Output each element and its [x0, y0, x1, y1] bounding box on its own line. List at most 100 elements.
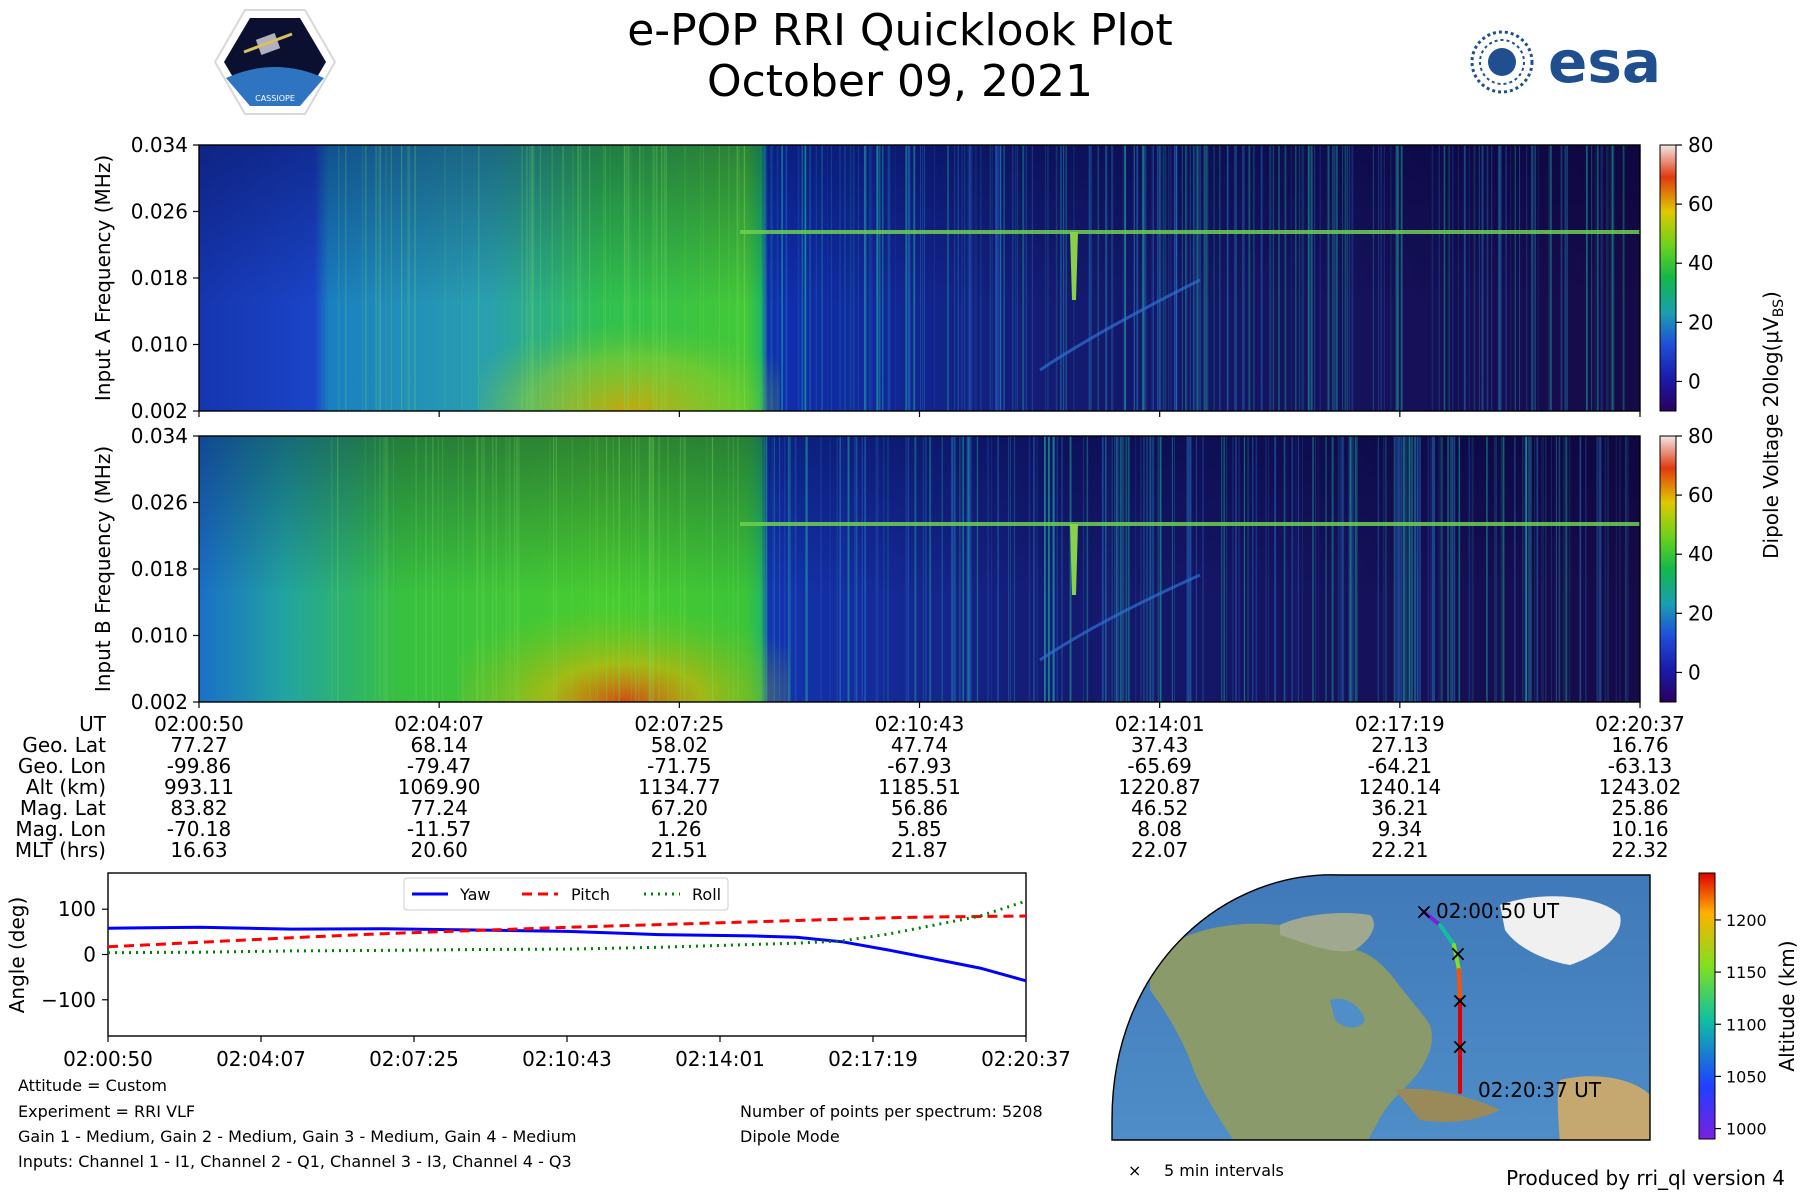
ephemeris-cell: 02:00:50 — [154, 712, 244, 736]
impulse-a — [1070, 232, 1078, 300]
map-hudson-bay — [1330, 998, 1365, 1028]
spectrogram-b-ylabel: Input B Frequency (MHz) — [91, 446, 115, 692]
ephemeris-cell: 77.24 — [411, 796, 468, 820]
colorbar-tick: 80 — [1688, 424, 1713, 448]
ephemeris-cell: 1243.02 — [1599, 775, 1682, 799]
map-africa — [1557, 1076, 1650, 1140]
ephemeris-cell: 22.07 — [1131, 838, 1188, 862]
ephemeris-row-label: Geo. Lon — [18, 754, 106, 778]
attitude-ytick: −100 — [41, 988, 96, 1012]
spectrogram-a-ytick: 0.026 — [131, 200, 188, 224]
colorbar-label: Dipole Voltage 20log(μVBS) — [1759, 291, 1787, 559]
impulse-b — [1070, 524, 1078, 595]
spectrogram-a-ytick: 0.034 — [131, 133, 188, 157]
ephemeris-cell: 1240.14 — [1358, 775, 1441, 799]
logo-text: CASSIOPE — [255, 94, 295, 103]
ephemeris-cell: 67.20 — [651, 796, 708, 820]
ground-track-map: × × × × 02:00:50 UT 02:20:37 UT × 5 min int… — [1111, 872, 1799, 1180]
ephemeris-cell: 37.43 — [1131, 733, 1188, 757]
spectrogram-a-ylabel: Input A Frequency (MHz) — [91, 155, 115, 401]
ephemeris-cell: 02:10:43 — [875, 712, 965, 736]
altitude-colorbar-tick: 1150 — [1726, 963, 1767, 982]
ephemeris-cell: 58.02 — [651, 733, 708, 757]
ephemeris-cell: 9.34 — [1378, 817, 1423, 841]
info-experiment: Experiment = RRI VLF — [18, 1102, 195, 1121]
ephemeris-cell: 1185.51 — [878, 775, 961, 799]
ephemeris-row-label: UT — [79, 712, 107, 736]
ephemeris-row-label: MLT (hrs) — [15, 838, 106, 862]
spectrogram-a-ytick: 0.010 — [131, 333, 188, 357]
colorbar-tick: 0 — [1688, 660, 1701, 684]
ground-track: × × × × — [1415, 900, 1469, 1094]
ephemeris-table: UT 02:00:50 02:04:07 02:07:25 02:10:43 02:14:… — [15, 712, 1685, 862]
produced-by: Produced by rri_ql version 4 — [1506, 1166, 1785, 1190]
ephemeris-cell: 1134.77 — [638, 775, 721, 799]
legend-roll: Roll — [692, 885, 721, 904]
header: CASSIOPE e-POP RRI Quicklook Plot Octobe… — [213, 5, 1661, 115]
attitude-ylabel: Angle (deg) — [5, 897, 29, 1014]
esa-logo-text: esa — [1548, 28, 1661, 96]
attitude-plot: 100 0 −100 02:00:50 02:04:07 02:07:25 02:10:43… — [5, 872, 1071, 1071]
attitude-series-pitch — [107, 914, 1027, 949]
attitude-xtick: 02:17:19 — [828, 1047, 918, 1071]
ephemeris-cell: 22.21 — [1371, 838, 1428, 862]
altitude-colorbar-tick: 1050 — [1726, 1067, 1767, 1086]
track-5min-marker: × — [1415, 900, 1433, 925]
ephemeris-cell: 02:04:07 — [394, 712, 484, 736]
track-segment — [1422, 910, 1442, 927]
ephemeris-cell: -63.13 — [1608, 754, 1672, 778]
ephemeris-cell: 25.86 — [1611, 796, 1668, 820]
altitude-colorbar-tick: 1200 — [1726, 911, 1767, 930]
spectrogram-a — [198, 144, 1641, 412]
colorbar-tick: 40 — [1688, 251, 1713, 275]
colorbar-tick: 60 — [1688, 192, 1713, 216]
ephemeris-cell: -99.86 — [167, 754, 231, 778]
colorbar-tick: 20 — [1688, 601, 1713, 625]
attitude-xtick: 02:07:25 — [369, 1047, 459, 1071]
spectrogram-a-ytick: 0.002 — [131, 399, 188, 423]
legend-pitch: Pitch — [571, 885, 610, 904]
map-frame — [1111, 874, 1651, 1141]
spectrogram-b-stripes — [331, 436, 1629, 702]
page-title: e-POP RRI Quicklook Plot — [627, 5, 1173, 56]
ephemeris-cell: 21.87 — [891, 838, 948, 862]
track-5min-marker: × — [1451, 1035, 1469, 1060]
altitude-colorbar — [1698, 872, 1716, 1140]
ephemeris-cell: 02:17:19 — [1355, 712, 1445, 736]
colorbar-tick: 60 — [1688, 483, 1713, 507]
ephemeris-cell: 02:07:25 — [634, 712, 724, 736]
map-north-america — [1150, 923, 1432, 1140]
ephemeris-cell: 46.52 — [1131, 796, 1188, 820]
ephemeris-cell: 22.32 — [1611, 838, 1668, 862]
attitude-legend: Yaw Pitch Roll — [403, 877, 729, 911]
spectrogram-b-ytick: 0.018 — [131, 557, 188, 581]
ephemeris-cell: 47.74 — [891, 733, 948, 757]
track-end-label: 02:20:37 UT — [1478, 1078, 1602, 1102]
colorbar-a — [1659, 144, 1677, 412]
info-gains: Gain 1 - Medium, Gain 2 - Medium, Gain 3… — [18, 1127, 576, 1146]
info-mode: Dipole Mode — [740, 1127, 840, 1146]
colorbar-tick: 0 — [1688, 369, 1701, 393]
ephemeris-cell: 56.86 — [891, 796, 948, 820]
ephemeris-cell: 02:14:01 — [1115, 712, 1205, 736]
ephemeris-cell: -70.18 — [167, 817, 231, 841]
spectrogram-a-ytick: 0.018 — [131, 266, 188, 290]
attitude-xtick: 02:14:01 — [675, 1047, 765, 1071]
track-5min-marker: × — [1449, 942, 1467, 967]
attitude-ytick: 100 — [58, 897, 96, 921]
voltage-colorbars: 0 20 40 60 80 0 20 40 60 80 Dipole Voltage 20log(… — [1659, 133, 1787, 703]
attitude-xtick: 02:00:50 — [63, 1047, 153, 1071]
marker-legend-text: 5 min intervals — [1164, 1161, 1284, 1180]
ephemeris-cell: -79.47 — [407, 754, 471, 778]
ephemeris-cell: 21.51 — [651, 838, 708, 862]
track-start-label: 02:00:50 UT — [1436, 899, 1560, 923]
page-date: October 09, 2021 — [707, 56, 1093, 107]
spectrogram-a-stripes — [338, 145, 1625, 411]
spectrogram-axes: 0.002 0.010 0.018 0.026 0.034 0.002 0.010 0.018… — [131, 133, 1641, 714]
attitude-series-roll — [107, 899, 1027, 955]
marker-legend-icon: × — [1128, 1161, 1141, 1180]
spectrogram-b-ytick: 0.002 — [131, 690, 188, 714]
ephemeris-cell: 993.11 — [164, 775, 234, 799]
spectrogram-b-ytick: 0.010 — [131, 624, 188, 648]
